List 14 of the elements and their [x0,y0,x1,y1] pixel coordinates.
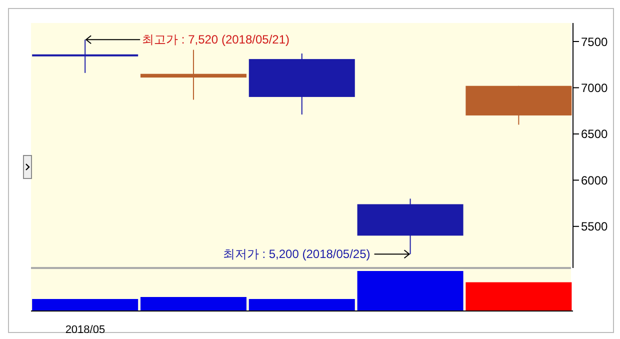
y-tick-label: 7500 [581,34,608,49]
bar [357,271,464,311]
bar [248,299,355,311]
y-tick-label: 6000 [581,173,608,188]
candlestick [140,49,246,100]
annotation: 최저가 : 5,200 (2018/05/25) [222,247,370,262]
y-tick-label: 7000 [581,80,608,95]
bar [32,299,138,311]
y-tick-label: 5500 [581,220,608,234]
x-tick-label: 2018/05 [65,324,106,336]
bar [466,282,572,311]
y-tick-label: 6500 [581,127,608,142]
annotation: 최고가 : 7,520 (2018/05/21) [142,32,290,47]
bar [140,297,246,311]
